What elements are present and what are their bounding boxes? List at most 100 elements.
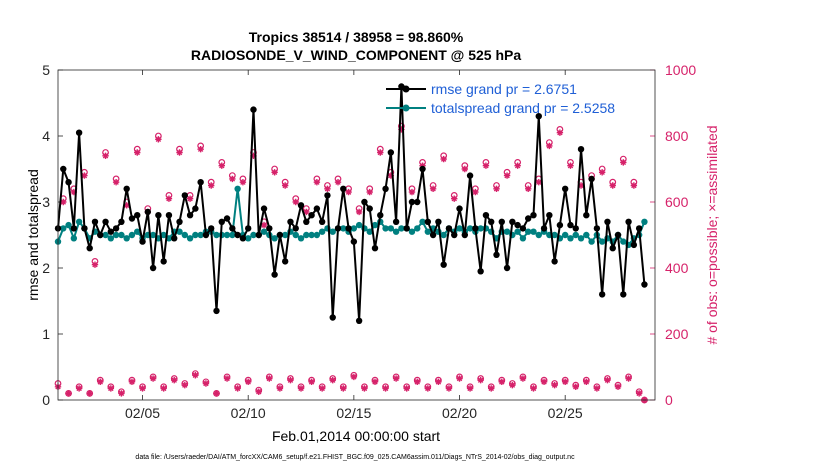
totalspread-point xyxy=(234,185,241,192)
legend-spread-marker xyxy=(402,104,410,112)
obs-assimilated-marker xyxy=(81,172,88,179)
rmse-point xyxy=(451,231,458,239)
obs-assimilated-marker xyxy=(160,385,167,392)
rmse-line xyxy=(57,85,646,322)
rmse-point xyxy=(303,218,310,225)
rmse-point xyxy=(419,165,426,173)
rmse-point xyxy=(266,225,273,232)
totalspread-point xyxy=(118,231,125,239)
obs-assimilated-marker xyxy=(398,126,405,133)
y-right-tick-label: 200 xyxy=(665,326,689,342)
obs-assimilated-marker xyxy=(218,162,225,169)
totalspread-point xyxy=(366,228,373,235)
rmse-point xyxy=(81,225,88,232)
totalspread-point xyxy=(620,238,627,245)
totalspread-point xyxy=(419,218,426,225)
rmse-point xyxy=(276,231,284,239)
rmse-point xyxy=(318,218,326,225)
obs-assimilated-marker xyxy=(75,385,83,392)
totalspread-point xyxy=(308,231,315,239)
legend-rmse-label: rmse grand pr = 2.6751 xyxy=(431,81,577,97)
rmse-point xyxy=(572,225,579,232)
totalspread-point xyxy=(213,231,220,239)
obs-assimilated-marker xyxy=(387,172,395,179)
totalspread-point xyxy=(456,225,463,232)
totalspread-point xyxy=(477,225,484,232)
rmse-point xyxy=(456,205,463,212)
rmse-point xyxy=(340,185,347,192)
rmse-point xyxy=(350,238,358,245)
obs-assimilated-marker xyxy=(292,198,299,206)
obs-assimilated-marker xyxy=(165,195,173,202)
y-right-tick-label: 600 xyxy=(665,194,689,210)
rmse-point xyxy=(635,225,643,232)
obs-assimilated-marker xyxy=(112,179,120,186)
obs-assimilated-marker xyxy=(540,378,548,386)
rmse-point xyxy=(625,218,632,225)
obs-assimilated-marker xyxy=(440,155,447,163)
obs-assimilated-marker xyxy=(461,165,469,173)
rmse-point xyxy=(223,215,231,222)
rmse-point xyxy=(218,218,225,225)
obs-assimilated-marker xyxy=(155,136,162,143)
obs-assimilated-marker xyxy=(451,195,458,202)
obs-assimilated-marker xyxy=(345,188,352,196)
x-tick-label: 02/05 xyxy=(125,405,160,421)
obs-assimilated-marker xyxy=(424,385,432,392)
totalspread-point xyxy=(60,225,67,232)
obs-assimilated-marker xyxy=(97,378,104,386)
totalspread-point xyxy=(186,235,194,242)
obs-assimilated-marker xyxy=(509,381,516,389)
rmse-point xyxy=(498,218,505,225)
rmse-point xyxy=(271,271,278,278)
obs-assimilated-marker xyxy=(519,375,527,382)
rmse-point xyxy=(482,212,490,219)
obs-assimilated-marker xyxy=(614,383,622,390)
rmse-point xyxy=(598,291,606,298)
obs-assimilated-marker xyxy=(514,162,521,169)
totalspread-point xyxy=(340,225,347,232)
obs-assimilated-marker xyxy=(466,385,474,392)
rmse-point xyxy=(519,225,527,232)
obs-assimilated-marker xyxy=(313,179,321,186)
totalspread-point xyxy=(519,235,527,242)
rmse-point xyxy=(466,172,474,179)
totalspread-point xyxy=(313,231,321,239)
axes-group: 02/05 02/10 02/15 02/20 02/25 0 1 2 3 4 5 0 200 400 60… xyxy=(42,62,696,421)
totalspread-point xyxy=(583,231,590,239)
obs-assimilated-marker xyxy=(250,152,257,159)
obs-assimilated-marker xyxy=(535,179,542,186)
obs-assimilated-marker xyxy=(281,182,289,189)
y-right-tick-label: 800 xyxy=(665,128,689,144)
rmse-point xyxy=(345,225,352,232)
rmse-point xyxy=(171,235,178,242)
rmse-point xyxy=(329,314,336,321)
obs-assimilated-marker xyxy=(234,385,241,392)
rmse-point xyxy=(630,241,638,249)
y-left-tick-label: 3 xyxy=(42,194,50,210)
rmse-point xyxy=(149,264,157,272)
totalspread-point xyxy=(350,225,358,232)
obs-assimilated-marker xyxy=(223,375,231,382)
rmse-point xyxy=(540,225,548,232)
rmse-point xyxy=(134,212,141,219)
rmse-point xyxy=(551,258,558,265)
rmse-point xyxy=(371,245,379,252)
rmse-point xyxy=(429,231,437,239)
rmse-point xyxy=(488,218,495,225)
totalspread-point xyxy=(355,221,363,229)
chart-title-line2: RADIOSONDE_V_WIND_COMPONENT @ 525 hPa xyxy=(191,47,521,63)
totalspread-point xyxy=(123,235,130,242)
rmse-point xyxy=(382,185,389,192)
rmse-point xyxy=(297,202,305,209)
obs-assimilated-marker xyxy=(546,142,553,150)
obs-assimilated-marker xyxy=(134,149,141,156)
obs-assimilated-marker xyxy=(477,377,484,384)
obs-assimilated-marker xyxy=(377,149,384,156)
rmse-point xyxy=(250,106,257,113)
rmse-point xyxy=(239,235,247,242)
totalspread-point xyxy=(149,231,157,239)
rmse-point xyxy=(308,212,315,219)
rmse-point xyxy=(202,231,210,239)
obs-assimilated-marker xyxy=(604,377,611,384)
